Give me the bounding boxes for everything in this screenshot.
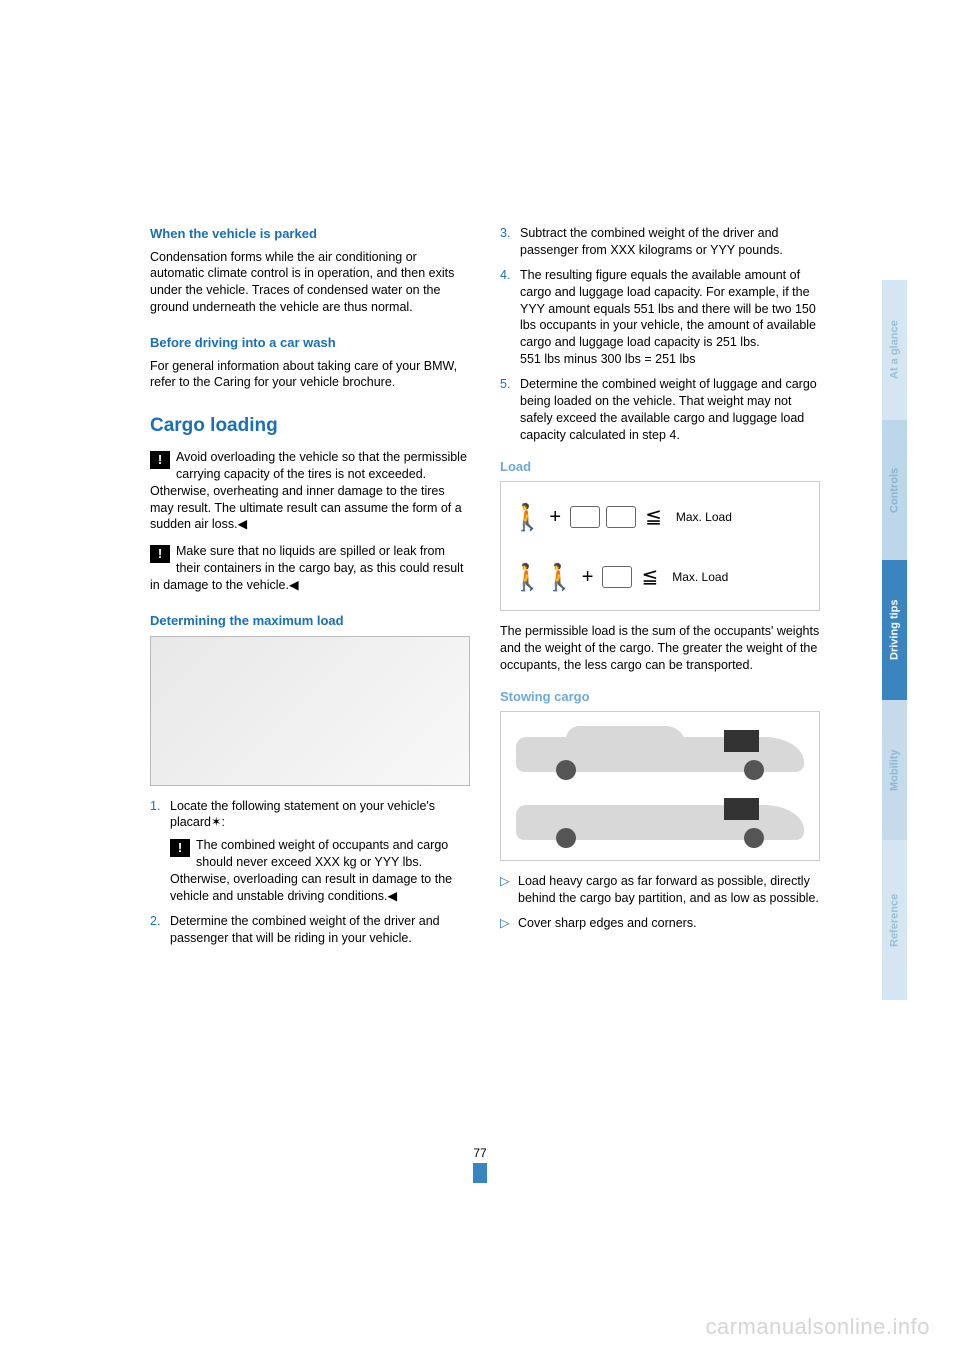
- car-coupe: [506, 722, 814, 782]
- luggage-icon: [602, 566, 632, 588]
- heading-load: Load: [500, 458, 820, 476]
- person-icon: 🚶: [511, 500, 543, 535]
- step-number: 1.: [150, 798, 170, 905]
- bullet-1-text: Load heavy cargo as far forward as possi…: [518, 873, 820, 907]
- step-2-text: Determine the combined weight of the dri…: [170, 913, 470, 947]
- warning-overload-text: Avoid overloading the vehicle so that th…: [150, 450, 467, 532]
- tab-reference[interactable]: Reference: [882, 840, 907, 1000]
- load-row-1: 🚶 + ≦ Max. Load: [511, 492, 794, 542]
- luggage-icon: [570, 506, 600, 528]
- left-column: When the vehicle is parked Condensation …: [150, 225, 470, 955]
- tab-controls[interactable]: Controls: [882, 420, 907, 560]
- figure-placard-location: [150, 636, 470, 786]
- step-5-text: Determine the combined weight of luggage…: [520, 376, 820, 444]
- warning-icon: !: [170, 839, 190, 857]
- step-number: 5.: [500, 376, 520, 444]
- heading-cargo-loading: Cargo loading: [150, 413, 470, 439]
- warning-placard-text: The combined weight of occupants and car…: [170, 838, 452, 903]
- person-icon: 🚶: [511, 560, 543, 595]
- leq-icon: ≦: [645, 504, 662, 531]
- step-1: 1. Locate the following statement on you…: [150, 798, 470, 905]
- warning-icon: !: [150, 451, 170, 469]
- bullet-icon: ▷: [500, 873, 518, 907]
- max-load-label: Max. Load: [676, 509, 732, 525]
- step-body: The resulting figure equals the availabl…: [520, 267, 820, 368]
- tab-driving-tips[interactable]: Driving tips: [882, 560, 907, 700]
- warning-liquids-text: Make sure that no liquids are spilled or…: [150, 544, 463, 592]
- step-body: Locate the following statement on your v…: [170, 798, 470, 905]
- step-1-intro: Locate the following statement on your v…: [170, 799, 435, 830]
- step-3-text: Subtract the combined weight of the driv…: [520, 225, 820, 259]
- figure-load-diagram: 🚶 + ≦ Max. Load 🚶 🚶 + ≦ Max. Load: [500, 481, 820, 611]
- step-4: 4. The resulting figure equals the avail…: [500, 267, 820, 368]
- page-marker-bar: [473, 1163, 487, 1183]
- plus-icon: +: [549, 504, 561, 531]
- watermark: carmanualsonline.info: [705, 1314, 930, 1340]
- manual-page: When the vehicle is parked Condensation …: [0, 0, 960, 1358]
- plus-icon: +: [582, 564, 594, 591]
- page-number: 77: [473, 1146, 487, 1183]
- tab-mobility[interactable]: Mobility: [882, 700, 907, 840]
- person-icon: 🚶: [543, 560, 575, 595]
- leq-icon: ≦: [641, 564, 658, 591]
- load-row-2: 🚶 🚶 + ≦ Max. Load: [511, 552, 794, 602]
- step-5: 5. Determine the combined weight of lugg…: [500, 376, 820, 444]
- paragraph-load: The permissible load is the sum of the o…: [500, 623, 820, 674]
- heading-parked: When the vehicle is parked: [150, 225, 470, 243]
- warning-liquids: ! Make sure that no liquids are spilled …: [150, 543, 470, 594]
- right-column: 3. Subtract the combined weight of the d…: [500, 225, 820, 955]
- content-columns: When the vehicle is parked Condensation …: [150, 225, 820, 955]
- warning-icon: !: [150, 545, 170, 563]
- paragraph-car-wash: For general information about taking car…: [150, 358, 470, 392]
- step-4-calc: 551 lbs minus 300 lbs = 251 lbs: [520, 352, 695, 366]
- step-2: 2. Determine the combined weight of the …: [150, 913, 470, 947]
- step-number: 4.: [500, 267, 520, 368]
- max-load-label: Max. Load: [672, 569, 728, 585]
- warning-overload: ! Avoid overloading the vehicle so that …: [150, 449, 470, 533]
- bullet-item: ▷ Cover sharp edges and corners.: [500, 915, 820, 932]
- heading-determining-load: Determining the maximum load: [150, 612, 470, 630]
- luggage-icon: [606, 506, 636, 528]
- page-number-text: 77: [473, 1146, 486, 1160]
- paragraph-parked: Condensation forms while the air conditi…: [150, 249, 470, 317]
- warning-placard: ! The combined weight of occupants and c…: [170, 837, 470, 905]
- step-3: 3. Subtract the combined weight of the d…: [500, 225, 820, 259]
- tab-at-a-glance[interactable]: At a glance: [882, 280, 907, 420]
- bullet-item: ▷ Load heavy cargo as far forward as pos…: [500, 873, 820, 907]
- figure-stowing-diagram: [500, 711, 820, 861]
- step-number: 2.: [150, 913, 170, 947]
- section-tabs: At a glance Controls Driving tips Mobili…: [882, 280, 907, 1000]
- bullet-icon: ▷: [500, 915, 518, 932]
- heading-car-wash: Before driving into a car wash: [150, 334, 470, 352]
- car-roadster: [506, 790, 814, 850]
- heading-stowing: Stowing cargo: [500, 688, 820, 706]
- step-4-text: The resulting figure equals the availabl…: [520, 268, 816, 350]
- bullet-2-text: Cover sharp edges and corners.: [518, 915, 820, 932]
- step-number: 3.: [500, 225, 520, 259]
